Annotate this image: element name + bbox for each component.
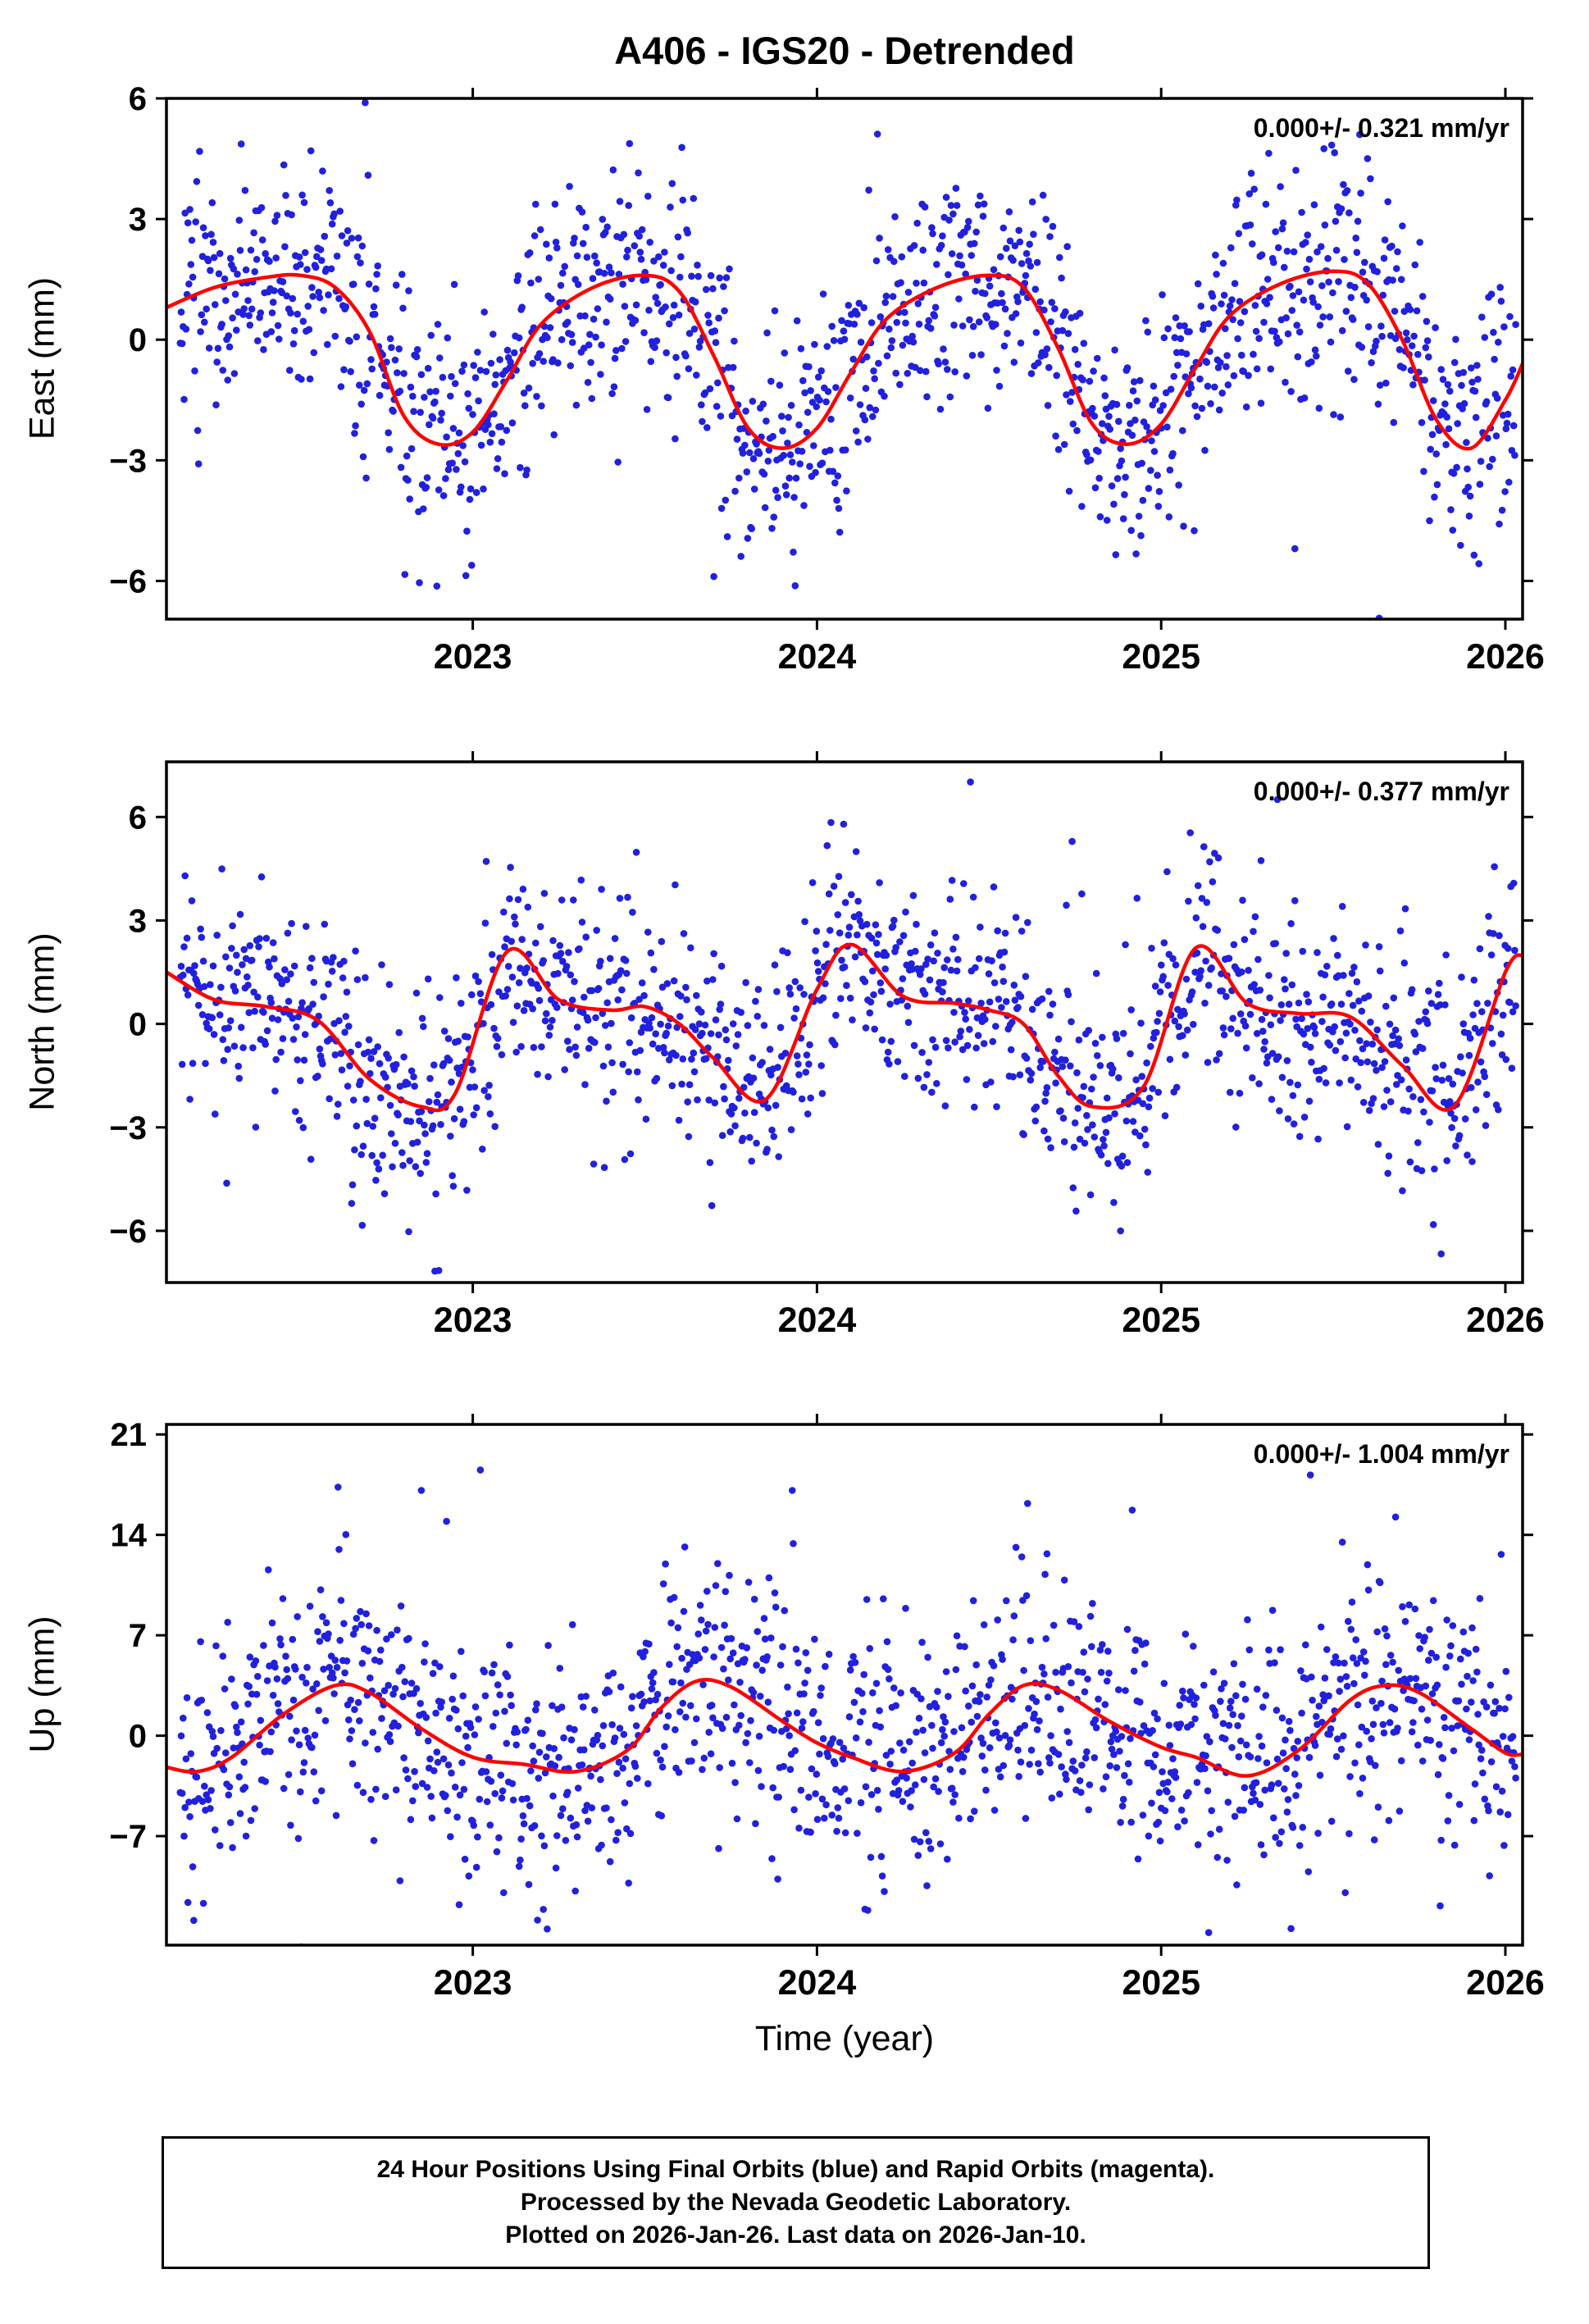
plot-frame	[165, 760, 1524, 1284]
y-tick-label: 6	[129, 81, 147, 117]
y-tick-label: −6	[109, 1214, 147, 1250]
scatter-points	[176, 1466, 1519, 1945]
y-tick-label: 0	[129, 1719, 147, 1755]
y-tick-label: 3	[129, 903, 147, 939]
axis-ticks	[156, 751, 1533, 1293]
axis-tick-labels: 2023 2024 2025 2026 −7 0 7 14 21	[109, 1417, 1544, 2003]
caption-line-processed: Processed by the Nevada Geodetic Laborat…	[520, 2189, 1072, 2216]
scatter-points	[176, 778, 1519, 1275]
x-tick-label: 2024	[778, 1301, 857, 1340]
plot-title: A406 - IGS20 - Detrended	[614, 29, 1075, 72]
x-tick-label: 2023	[434, 637, 512, 677]
caption-line-orbits: 24 Hour Positions Using Final Orbits (bl…	[376, 2156, 1215, 2183]
axis-tick-labels: 2023 2024 2025 2026 −6 −3 0 3 6	[109, 800, 1544, 1340]
caption-line-plotted: Plotted on 2026-Jan-26. Last data on 202…	[505, 2221, 1086, 2249]
x-tick-label: 2023	[434, 1963, 512, 2003]
y-tick-label: −6	[109, 563, 147, 599]
y-tick-label: 7	[129, 1618, 147, 1654]
x-axis-title: Time (year)	[754, 2019, 935, 2058]
east-panel-chart: 2023 2024 2025 2026 −6 −3 0 3 6	[109, 81, 1544, 677]
y-tick-label: −3	[109, 443, 147, 479]
axis-ticks	[156, 1414, 1533, 1956]
north-panel-chart: 2023 2024 2025 2026 −6 −3 0 3 6	[109, 751, 1545, 1340]
seasonal-model-curve	[166, 942, 1523, 1113]
y-tick-label: 21	[111, 1417, 148, 1453]
y-tick-label: 6	[129, 800, 147, 836]
y-tick-label: −3	[109, 1110, 147, 1146]
axis-ticks	[156, 88, 1533, 630]
caption-box: 24 Hour Positions Using Final Orbits (bl…	[162, 2136, 1430, 2269]
x-tick-label: 2026	[1466, 1963, 1545, 2003]
x-tick-label: 2025	[1122, 1301, 1200, 1340]
x-tick-label: 2024	[778, 1963, 857, 2003]
rate-annotation-north: 0.000+/- 0.377 mm/yr	[1253, 777, 1509, 806]
x-tick-label: 2026	[1466, 637, 1545, 677]
seasonal-model-curve	[166, 1678, 1523, 1778]
x-tick-label: 2023	[434, 1301, 512, 1340]
y-tick-label: −7	[109, 1819, 147, 1855]
plot-frame	[165, 1423, 1524, 1947]
y-tick-label: 0	[129, 1007, 147, 1043]
x-tick-label: 2025	[1122, 637, 1200, 677]
seasonal-model-curve	[166, 269, 1523, 451]
y-tick-label: 0	[129, 322, 147, 358]
y-tick-label: 3	[129, 202, 147, 238]
rate-annotation-east: 0.000+/- 0.321 mm/yr	[1253, 113, 1509, 143]
up-panel-chart: 2023 2024 2025 2026 −7 0 7 14 21	[109, 1414, 1545, 2003]
x-tick-label: 2024	[778, 637, 857, 677]
x-tick-label: 2025	[1122, 1963, 1200, 2003]
rate-annotation-up: 0.000+/- 1.004 mm/yr	[1253, 1439, 1509, 1469]
x-tick-label: 2026	[1466, 1301, 1545, 1340]
plot-frame	[165, 97, 1524, 621]
axis-tick-labels: 2023 2024 2025 2026 −6 −3 0 3 6	[109, 81, 1544, 677]
y-tick-label: 14	[111, 1518, 148, 1554]
